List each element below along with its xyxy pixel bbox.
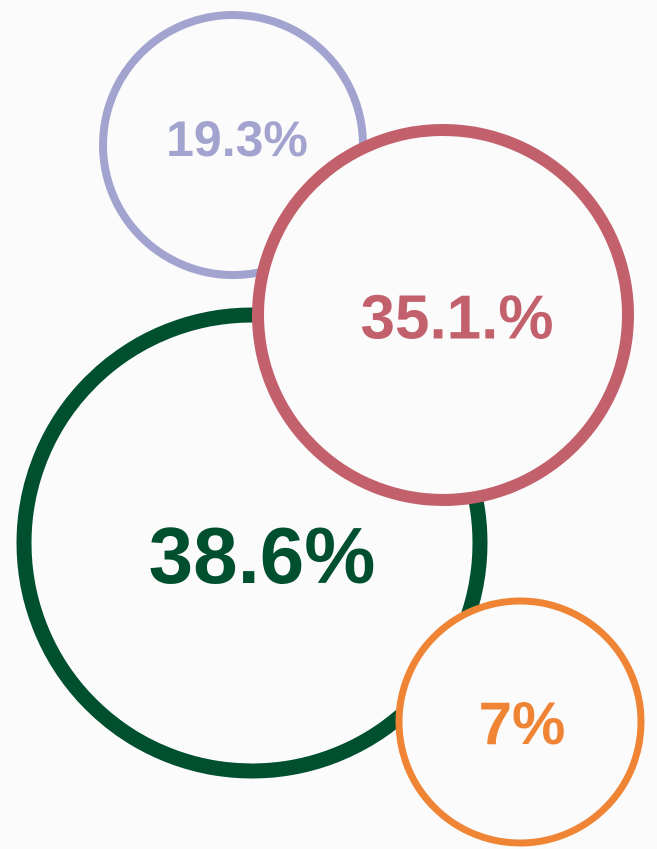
bubble-label: 35.1.% [360, 283, 553, 352]
bubble-label: 19.3% [166, 111, 308, 167]
bubble-label: 7% [479, 690, 566, 757]
bubble-label: 38.6% [149, 511, 376, 600]
bubble [395, 597, 645, 847]
bubble [252, 124, 634, 506]
